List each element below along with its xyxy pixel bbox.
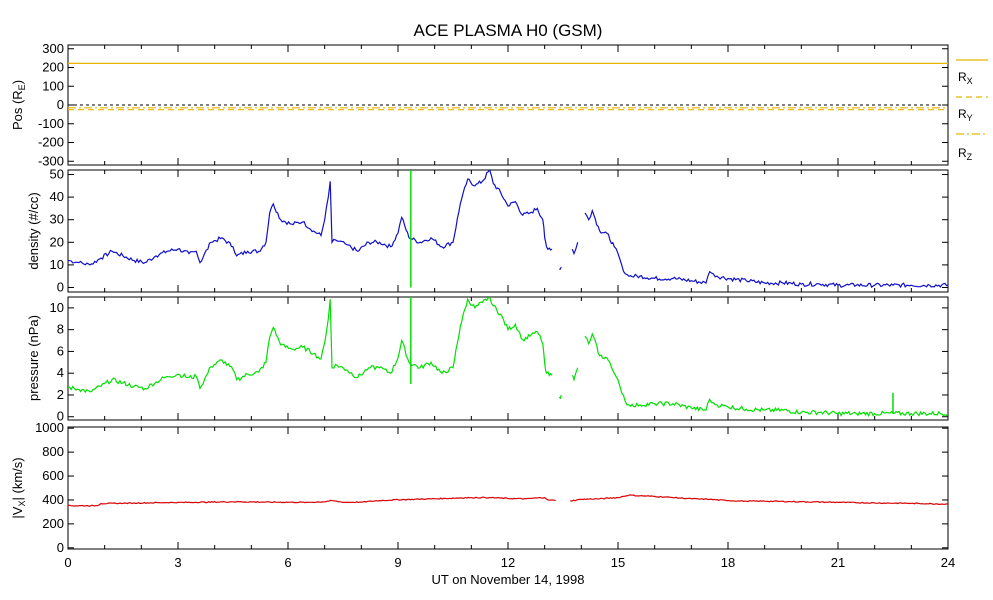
velocity-x-ticks [67, 427, 949, 549]
y-tick-label: 300 [42, 41, 64, 56]
y-tick-label: 200 [42, 516, 64, 531]
series-line-pressure [68, 297, 948, 418]
y-tick-label: 200 [42, 60, 64, 75]
y-tick-label: 20 [50, 234, 64, 249]
x-tick-label: 6 [284, 555, 291, 570]
y-tick-label: 10 [50, 300, 64, 315]
x-tick-label: 0 [64, 555, 71, 570]
legend-rz-label: RZ [958, 146, 973, 162]
x-tick-label: 15 [611, 555, 625, 570]
x-tick-label: 12 [501, 555, 515, 570]
position-legend: RX RY RZ [956, 59, 988, 162]
position-series [68, 62, 948, 111]
y-tick-label: -100 [38, 116, 64, 131]
pressure-panel: 10 8 6 4 2 0 pressure (nPa) [26, 296, 949, 424]
velocity-series [68, 494, 948, 507]
y-tick-label: 400 [42, 492, 64, 507]
y-tick-label: 600 [42, 468, 64, 483]
series-line-density [68, 170, 948, 289]
density-panel: 50 40 30 20 10 0 density (#/cc) [26, 167, 949, 294]
y-tick-label: 100 [42, 78, 64, 93]
y-tick-label: -200 [38, 135, 64, 150]
density-y-ticks: 50 40 30 20 10 0 [50, 167, 948, 294]
y-tick-label: 0 [57, 540, 64, 555]
y-tick-label: 1000 [35, 420, 64, 435]
y-tick-label: 0 [57, 97, 64, 112]
x-tick-label: 21 [831, 555, 845, 570]
y-tick-label: 6 [57, 343, 64, 358]
series-line-vx [68, 494, 948, 507]
x-tick-label: 24 [941, 555, 955, 570]
pressure-y-ticks: 10 8 6 4 2 0 [50, 300, 948, 424]
pressure-series [68, 297, 948, 418]
x-tick-label: 9 [394, 555, 401, 570]
position-y-axis-label: Pos (RE) [10, 80, 27, 130]
y-tick-label: 4 [57, 365, 64, 380]
y-tick-label: 10 [50, 257, 64, 272]
y-tick-label: 800 [42, 444, 64, 459]
chart-title: ACE PLASMA H0 (GSM) [414, 21, 603, 40]
legend-ry-label: RY [958, 107, 973, 123]
y-tick-label: 2 [57, 387, 64, 402]
y-tick-label: 0 [57, 279, 64, 294]
position-panel: 300 200 100 0 -100 -200 -300 Pos (RE) RX RY RZ [10, 41, 988, 168]
density-panel-frame [67, 169, 949, 293]
y-tick-label: 50 [50, 167, 64, 182]
y-tick-label: 30 [50, 212, 64, 227]
velocity-panel-frame [67, 426, 949, 550]
legend-rx-label: RX [958, 70, 973, 86]
velocity-y-ticks: 1000 800 600 400 200 0 [35, 420, 948, 555]
pressure-y-axis-label: pressure (nPa) [26, 315, 41, 401]
density-y-axis-label: density (#/cc) [26, 192, 41, 269]
y-tick-label: 0 [57, 409, 64, 424]
x-tick-label: 18 [721, 555, 735, 570]
y-tick-label: 40 [50, 189, 64, 204]
pressure-x-minor-ticks [67, 297, 949, 420]
x-axis-label: UT on November 14, 1998 [432, 572, 585, 587]
velocity-y-axis-label: |VX| (km/s) [10, 457, 27, 518]
density-x-minor-ticks [67, 170, 949, 292]
position-y-ticks: 300 200 100 0 -100 -200 -300 [38, 41, 948, 168]
x-tick-labels: 0 3 6 9 12 15 18 21 24 [64, 555, 955, 570]
density-series [68, 170, 948, 289]
x-tick-label: 3 [174, 555, 181, 570]
y-tick-label: -300 [38, 153, 64, 168]
velocity-panel: 1000 800 600 400 200 0 |VX| (km/s) [10, 420, 949, 555]
position-x-minor-ticks [67, 45, 949, 165]
y-tick-label: 8 [57, 322, 64, 337]
pressure-panel-frame [67, 296, 949, 421]
